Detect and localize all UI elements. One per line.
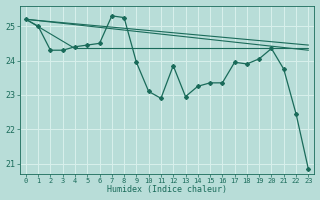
X-axis label: Humidex (Indice chaleur): Humidex (Indice chaleur) <box>107 185 227 194</box>
